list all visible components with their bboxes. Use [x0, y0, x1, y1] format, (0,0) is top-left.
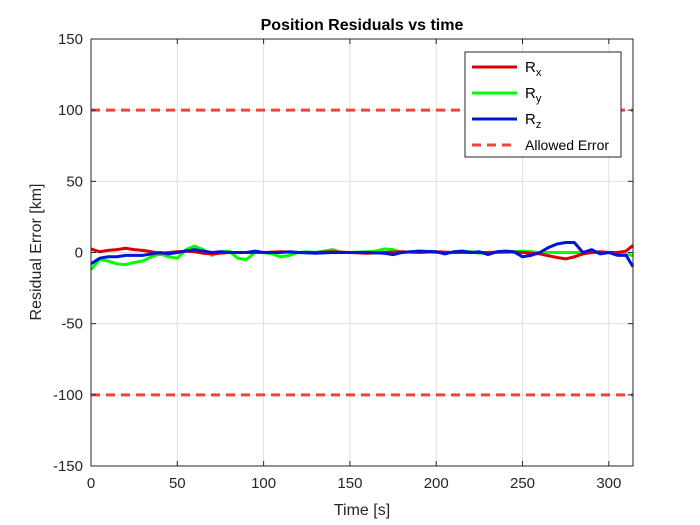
y-tick-label: -50	[61, 316, 83, 333]
legend-box	[464, 51, 622, 158]
y-tick-label: 0	[75, 245, 83, 262]
legend-label-r-z: Rz	[525, 111, 541, 131]
series-lines	[89, 108, 635, 397]
legend-label-allowed-error: Allowed Error	[525, 137, 609, 153]
x-axis-label: Time [s]	[334, 502, 390, 519]
x-tick-label: 300	[596, 475, 621, 492]
x-tick-label: 50	[169, 475, 186, 492]
y-tick-label: -100	[53, 387, 83, 404]
chart-title: Position Residuals vs time	[261, 17, 464, 34]
y-tick-label: 50	[66, 173, 83, 190]
y-tick-label: -150	[53, 458, 83, 475]
y-tick-label: 150	[58, 31, 83, 48]
legend-label-r-x: Rx	[525, 59, 542, 79]
axis-ticks: 0 50 100 150 200 250 300 -150 -100 -50 0 50 100 150	[53, 31, 633, 492]
y-tick-label: 100	[58, 102, 83, 119]
legend: Rx Ry Rz Allowed Error	[464, 51, 622, 158]
series-line-r-z	[90, 241, 635, 268]
legend-label-r-y: Ry	[525, 85, 542, 105]
x-tick-label: 250	[510, 475, 535, 492]
x-tick-label: 0	[87, 475, 95, 492]
y-axis-label: Residual Error [km]	[28, 184, 45, 321]
x-tick-label: 200	[424, 475, 449, 492]
x-tick-label: 100	[251, 475, 276, 492]
x-tick-label: 150	[337, 475, 362, 492]
